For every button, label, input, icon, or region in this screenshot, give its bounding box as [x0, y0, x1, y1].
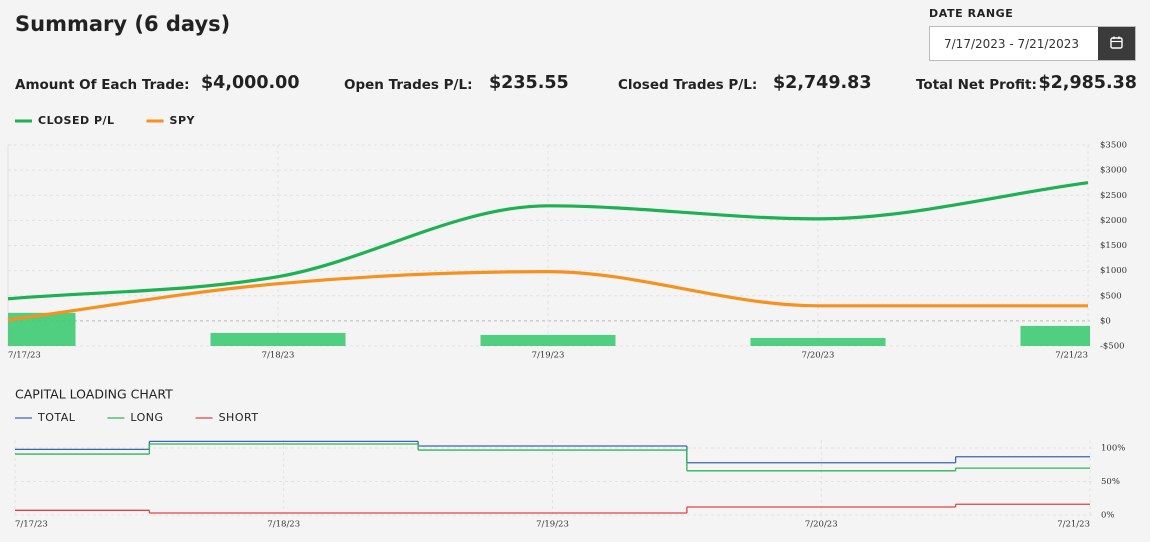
x-tick-label: 7/21/23: [1055, 351, 1088, 361]
bar: [480, 334, 616, 346]
date-range-label: DATE RANGE: [929, 7, 1014, 20]
bar: [750, 337, 886, 346]
bar: [1020, 325, 1090, 346]
calendar-icon: [1110, 36, 1123, 49]
series-line: [7, 181, 1089, 301]
x-tick-label: 7/19/23: [532, 351, 565, 361]
legend-label: TOTAL: [37, 411, 76, 424]
y-tick-label: $2500: [1100, 191, 1127, 201]
y-tick-label: 100%: [1101, 444, 1125, 454]
x-tick-label: 7/21/23: [1057, 520, 1090, 530]
y-tick-label: $1000: [1100, 266, 1127, 276]
date-range-input[interactable]: 7/17/2023 - 7/21/2023: [929, 26, 1136, 61]
stat-value: $235.55: [489, 73, 569, 93]
y-tick-label: -$500: [1100, 342, 1125, 352]
legend-label: LONG: [130, 411, 163, 424]
page-title: Summary (6 days): [15, 12, 231, 36]
stat-label: Closed Trades P/L:: [618, 77, 758, 93]
stat-value: $2,985.38: [1038, 73, 1137, 93]
date-range-value: 7/17/2023 - 7/21/2023: [944, 37, 1080, 51]
y-tick-label: $3000: [1100, 166, 1127, 176]
y-tick-label: $2000: [1100, 216, 1127, 226]
x-tick-label: 7/20/23: [805, 520, 838, 530]
x-tick-label: 7/17/23: [15, 520, 48, 530]
legend-label: SHORT: [219, 411, 259, 424]
x-tick-label: 7/20/23: [802, 351, 835, 361]
stat-value: $4,000.00: [201, 73, 300, 93]
chart-title: CAPITAL LOADING CHART: [15, 387, 173, 402]
x-tick-label: 7/18/23: [267, 520, 300, 530]
calendar-button[interactable]: [1098, 27, 1135, 60]
stat-value: $2,749.83: [773, 73, 872, 93]
y-tick-label: 0%: [1101, 511, 1115, 521]
x-tick-label: 7/18/23: [262, 351, 295, 361]
bar-group: [8, 312, 1090, 346]
stat-label: Open Trades P/L:: [344, 77, 473, 93]
legend-label: CLOSED P/L: [38, 114, 115, 127]
x-tick-label: 7/19/23: [536, 520, 569, 530]
y-tick-label: 50%: [1101, 477, 1120, 487]
legend-label: SPY: [170, 114, 196, 127]
series-line: [7, 270, 1088, 322]
y-tick-label: $500: [1100, 291, 1122, 301]
y-tick-label: $0: [1100, 316, 1111, 326]
x-tick-label: 7/17/23: [8, 351, 41, 361]
stat-label: Total Net Profit:: [916, 77, 1037, 93]
y-tick-label: $3500: [1100, 141, 1127, 151]
bar: [210, 332, 346, 346]
stat-label: Amount Of Each Trade:: [15, 77, 190, 93]
y-tick-label: $1500: [1100, 241, 1127, 251]
